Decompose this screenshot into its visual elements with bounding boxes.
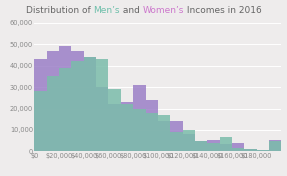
Bar — [207, 140, 220, 151]
Bar — [146, 113, 158, 151]
Text: and: and — [120, 6, 142, 15]
Bar — [158, 121, 170, 151]
Text: Men’s: Men’s — [93, 6, 120, 15]
Bar — [96, 59, 108, 151]
Bar — [47, 51, 59, 151]
Bar — [71, 51, 84, 151]
Bar — [133, 109, 146, 151]
Bar — [244, 149, 257, 151]
Text: Incomes in 2016: Incomes in 2016 — [184, 6, 261, 15]
Bar — [71, 61, 84, 151]
Bar — [269, 140, 281, 151]
Bar — [84, 57, 96, 151]
Bar — [121, 104, 133, 151]
Bar — [195, 141, 207, 151]
Text: Women’s: Women’s — [142, 6, 184, 15]
Bar — [220, 144, 232, 151]
Bar — [133, 85, 146, 151]
Bar — [183, 130, 195, 151]
Bar — [232, 143, 244, 151]
Bar — [59, 46, 71, 151]
Bar — [34, 91, 47, 151]
Bar — [34, 59, 47, 151]
Bar — [207, 143, 220, 151]
Bar — [195, 141, 207, 151]
Bar — [121, 102, 133, 151]
Bar — [108, 89, 121, 151]
Bar — [257, 150, 269, 151]
Bar — [269, 141, 281, 151]
Bar — [232, 148, 244, 151]
Bar — [108, 104, 121, 151]
Bar — [84, 57, 96, 151]
Bar — [170, 132, 183, 151]
Bar — [158, 115, 170, 151]
Bar — [146, 100, 158, 151]
Bar — [59, 68, 71, 151]
Text: Distribution of: Distribution of — [26, 6, 93, 15]
Bar — [244, 149, 257, 151]
Bar — [183, 134, 195, 151]
Bar — [220, 137, 232, 151]
Bar — [170, 121, 183, 151]
Bar — [257, 150, 269, 151]
Bar — [96, 87, 108, 151]
Bar — [47, 76, 59, 151]
